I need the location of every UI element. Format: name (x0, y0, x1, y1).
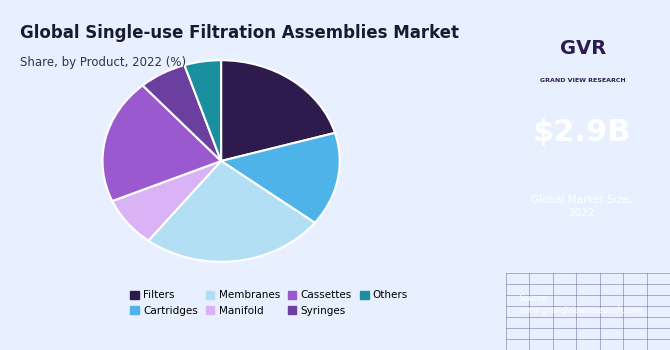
Text: $2.9B: $2.9B (532, 119, 631, 147)
Wedge shape (103, 85, 221, 201)
Wedge shape (149, 161, 315, 262)
Text: GRAND VIEW RESEARCH: GRAND VIEW RESEARCH (541, 78, 626, 83)
Wedge shape (113, 161, 221, 241)
Wedge shape (143, 65, 221, 161)
Text: Source:
www.grandviewresearch.com: Source: www.grandviewresearch.com (519, 294, 643, 315)
Legend: Filters, Cartridges, Membranes, Manifold, Cassettes, Syringes, Others: Filters, Cartridges, Membranes, Manifold… (126, 286, 412, 320)
Text: GVR: GVR (560, 40, 606, 58)
Wedge shape (221, 60, 335, 161)
Text: Global Market Size,
2022: Global Market Size, 2022 (531, 195, 632, 218)
Wedge shape (221, 133, 340, 223)
Wedge shape (184, 60, 221, 161)
Text: Share, by Product, 2022 (%): Share, by Product, 2022 (%) (20, 56, 186, 69)
Text: Global Single-use Filtration Assemblies Market: Global Single-use Filtration Assemblies … (20, 25, 459, 42)
